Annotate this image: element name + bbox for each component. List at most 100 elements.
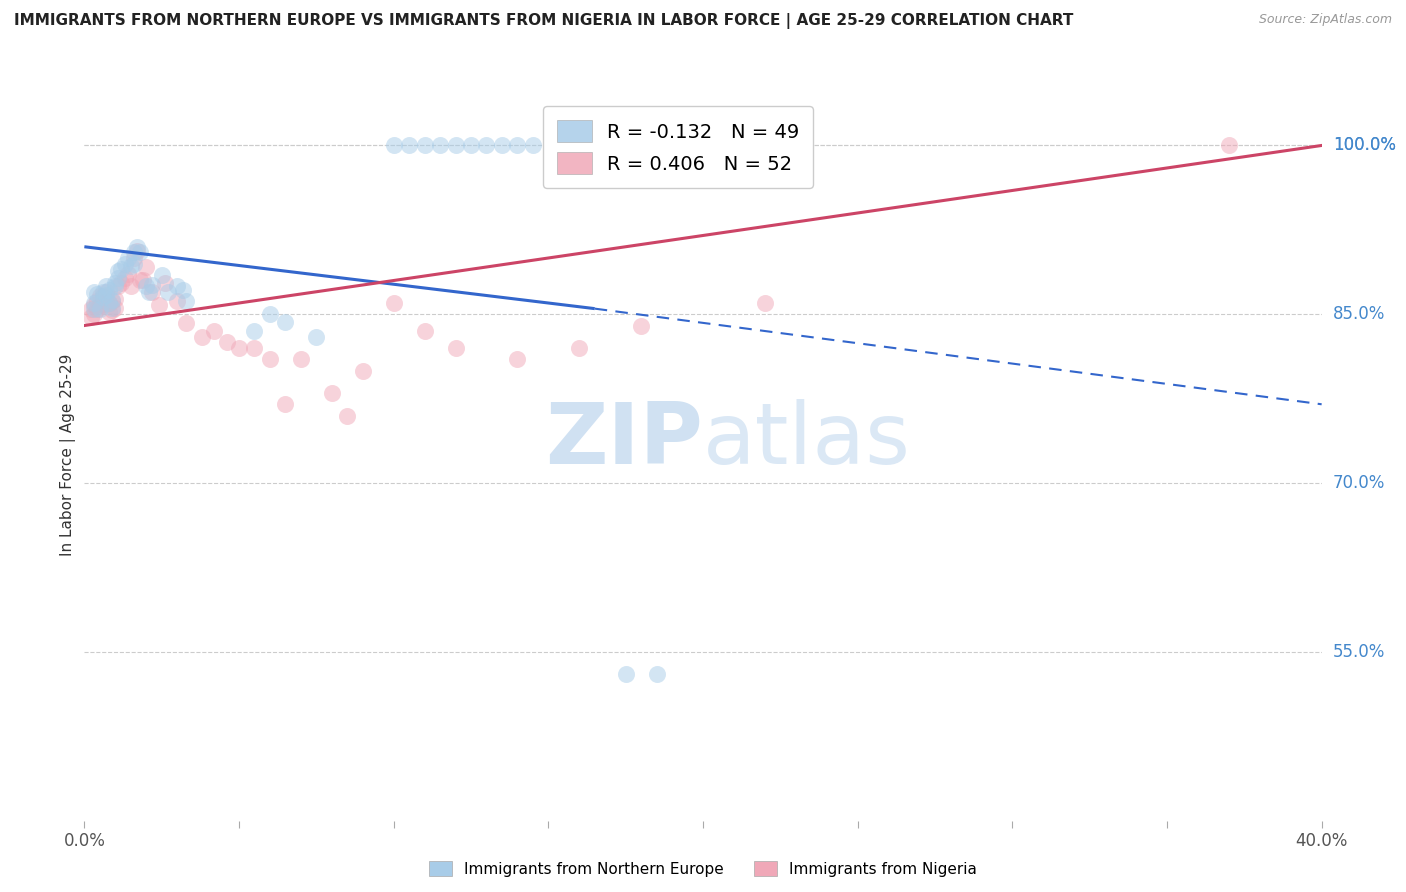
Y-axis label: In Labor Force | Age 25-29: In Labor Force | Age 25-29 [60, 354, 76, 556]
Point [141, 278, 163, 293]
Point [506, 138, 529, 153]
Point [86, 293, 108, 308]
Point [645, 667, 668, 681]
Point [191, 330, 214, 344]
Point [568, 341, 591, 355]
Point [290, 352, 312, 367]
Point [94, 285, 117, 299]
Point [150, 268, 173, 282]
Point [98, 296, 121, 310]
Point [104, 301, 127, 315]
Point [614, 667, 637, 681]
Point [104, 292, 127, 306]
Point [202, 324, 225, 338]
Point [104, 279, 127, 293]
Point [120, 259, 142, 273]
Text: atlas: atlas [703, 399, 911, 482]
Point [166, 279, 188, 293]
Point [107, 271, 129, 285]
Point [83, 298, 105, 312]
Point [120, 279, 142, 293]
Point [522, 138, 544, 153]
Point [122, 257, 145, 271]
Point [89, 289, 111, 303]
Point [176, 316, 198, 330]
Point [83, 301, 105, 316]
Point [94, 293, 117, 308]
Point [114, 271, 136, 285]
Point [91, 285, 114, 299]
Point [129, 245, 152, 260]
Point [94, 279, 117, 293]
Point [101, 293, 124, 307]
Point [107, 279, 129, 293]
Point [101, 301, 124, 315]
Text: Source: ZipAtlas.com: Source: ZipAtlas.com [1258, 13, 1392, 27]
Point [429, 138, 451, 153]
Point [125, 240, 148, 254]
Point [125, 244, 148, 259]
Point [336, 409, 359, 423]
Legend: Immigrants from Northern Europe, Immigrants from Nigeria: Immigrants from Northern Europe, Immigra… [422, 853, 984, 884]
Point [153, 276, 176, 290]
Text: 55.0%: 55.0% [1333, 643, 1385, 661]
Point [228, 341, 250, 355]
Point [491, 138, 513, 153]
Point [89, 298, 111, 312]
Point [117, 267, 139, 281]
Text: 70.0%: 70.0% [1333, 474, 1385, 492]
Point [321, 386, 343, 401]
Point [104, 276, 127, 290]
Point [94, 288, 117, 302]
Point [398, 138, 420, 153]
Point [172, 283, 194, 297]
Text: ZIP: ZIP [546, 399, 703, 482]
Point [135, 260, 157, 274]
Point [460, 138, 482, 153]
Text: 85.0%: 85.0% [1333, 305, 1385, 323]
Point [305, 330, 328, 344]
Point [83, 307, 105, 321]
Point [166, 293, 188, 308]
Point [141, 285, 163, 299]
Point [475, 138, 498, 153]
Point [148, 298, 170, 312]
Legend: R = -0.132   N = 49, R = 0.406   N = 52: R = -0.132 N = 49, R = 0.406 N = 52 [543, 106, 813, 188]
Point [117, 251, 139, 265]
Point [101, 302, 124, 317]
Point [83, 285, 105, 299]
Point [107, 264, 129, 278]
Point [86, 301, 108, 316]
Text: 100.0%: 100.0% [1333, 136, 1396, 154]
Point [89, 301, 111, 316]
Point [91, 289, 114, 303]
Point [156, 285, 179, 299]
Point [243, 341, 266, 355]
Point [122, 245, 145, 260]
Text: 100.0%: 100.0% [1333, 136, 1396, 154]
Point [110, 262, 132, 277]
Point [630, 318, 652, 333]
Point [444, 138, 467, 153]
Point [413, 138, 436, 153]
Point [132, 273, 155, 287]
Point [91, 298, 114, 312]
Point [754, 296, 776, 310]
Point [79, 310, 101, 324]
Point [98, 305, 121, 319]
Point [122, 251, 145, 265]
Point [382, 296, 405, 310]
Point [91, 290, 114, 304]
Point [98, 296, 121, 310]
Point [98, 283, 121, 297]
Text: IMMIGRANTS FROM NORTHERN EUROPE VS IMMIGRANTS FROM NIGERIA IN LABOR FORCE | AGE : IMMIGRANTS FROM NORTHERN EUROPE VS IMMIG… [14, 13, 1073, 29]
Point [352, 363, 374, 377]
Point [86, 287, 108, 301]
Point [110, 276, 132, 290]
Point [444, 341, 467, 355]
Point [259, 307, 281, 321]
Point [243, 324, 266, 338]
Point [138, 285, 160, 299]
Point [83, 296, 105, 310]
Point [506, 352, 529, 367]
